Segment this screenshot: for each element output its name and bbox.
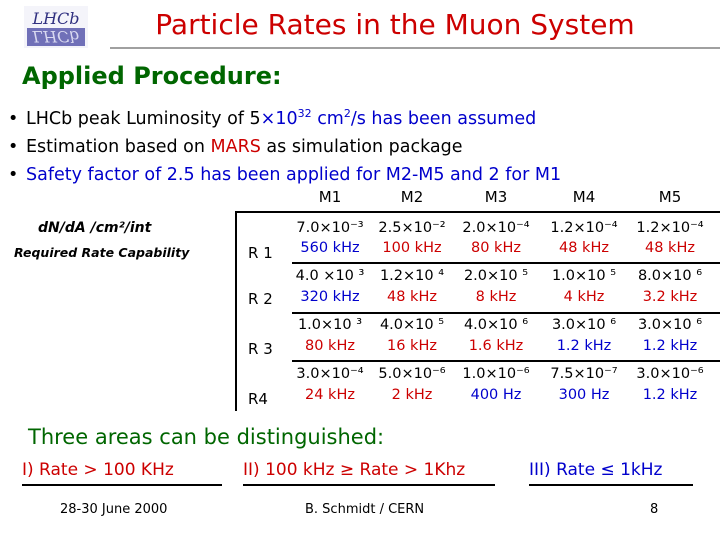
region-label: R 1 <box>248 244 273 262</box>
table-cell: 80 kHz <box>471 240 521 256</box>
areas-heading: Three areas can be distinguished: <box>28 425 385 449</box>
table-cell: 2 kHz <box>391 387 433 403</box>
footer-date: 28-30 June 2000 <box>60 502 168 517</box>
table-cell: 1.2×10⁻⁴ <box>550 220 618 236</box>
required-rate-label: Required Rate Capability <box>14 245 190 260</box>
bullet-tail: /s has been assumed <box>350 108 537 129</box>
mars-highlight: MARS <box>210 136 261 157</box>
column-header: M2 <box>400 188 424 206</box>
table-cell: 2.5×10⁻² <box>378 220 446 236</box>
title-rule <box>110 47 720 49</box>
class-underline <box>22 484 222 486</box>
power-base: 10 <box>275 108 298 129</box>
bullet-text: Safety factor of 2.5 has been applied fo… <box>26 164 562 185</box>
unit-exponent: 2 <box>343 107 351 120</box>
table-cell: 1.2 kHz <box>642 387 698 403</box>
luminosity-value: ×1032 <box>260 107 312 129</box>
bullet-mars: • Estimation based on MARS as simulation … <box>8 133 561 161</box>
lhcb-logo: LHCb LHCb <box>24 6 88 48</box>
bullet-dot: • <box>8 136 19 157</box>
bullet-tail: as simulation package <box>260 136 463 157</box>
column-header: M3 <box>484 188 508 206</box>
table-cell: 7.0×10⁻³ <box>296 220 364 236</box>
rate-class-medium: II) 100 kHz ≥ Rate > 1Khz <box>243 460 466 480</box>
table-cell: 4.0×10 ⁶ <box>463 317 529 333</box>
bullet-text: Estimation based on <box>26 136 211 157</box>
table-cell: 300 Hz <box>558 387 610 403</box>
bullet-list: • LHCb peak Luminosity of 5×1032 cm2/s ha… <box>8 100 561 189</box>
table-cell: 48 kHz <box>387 289 437 305</box>
table-cell: 7.5×10⁻⁷ <box>550 366 618 382</box>
region-label: R 2 <box>248 290 273 308</box>
table-cell: 2.0×10⁻⁴ <box>462 220 530 236</box>
table-cell: 1.6 kHz <box>468 338 524 354</box>
table-cell: 80 kHz <box>305 338 355 354</box>
column-header: M5 <box>658 188 682 206</box>
table-cell: 560 kHz <box>300 240 360 256</box>
exponent: 32 <box>297 107 312 120</box>
table-cell: 100 kHz <box>382 240 442 256</box>
table-cell: 2.0×10 ⁵ <box>463 268 529 284</box>
table-cell: 3.0×10 ⁶ <box>637 317 703 333</box>
column-header: M1 <box>318 188 342 206</box>
table-cell: 1.0×10⁻⁶ <box>462 366 530 382</box>
table-cell: 3.0×10⁻⁴ <box>296 366 364 382</box>
table-cell: 1.2×10 ⁴ <box>379 268 445 284</box>
table-cell: 3.0×10⁻⁶ <box>636 366 704 382</box>
table-cell: 16 kHz <box>387 338 437 354</box>
logo-text: LHCb <box>31 9 79 28</box>
logo-mirror-text: LHCb <box>31 27 79 46</box>
table-cell: 8.0×10 ⁶ <box>637 268 703 284</box>
table-cell: 1.2 kHz <box>556 338 612 354</box>
class-underline <box>529 484 693 486</box>
bullet-text: LHCb peak Luminosity of 5 <box>26 108 261 129</box>
procedure-heading: Applied Procedure: <box>22 62 282 90</box>
table-cell: 4.0 ×10 ³ <box>295 268 365 284</box>
unit-text: cm <box>311 108 344 129</box>
table-cell: 4 kHz <box>563 289 605 305</box>
region-label: R4 <box>248 390 268 408</box>
page-number: 8 <box>650 502 659 517</box>
table-cell: 5.0×10⁻⁶ <box>378 366 446 382</box>
bullet-safety: • Safety factor of 2.5 has been applied f… <box>8 161 561 189</box>
table-top-rule <box>235 211 720 213</box>
table-cell: 1.0×10 ³ <box>297 317 363 333</box>
bullet-luminosity: • LHCb peak Luminosity of 5×1032 cm2/s ha… <box>8 100 561 133</box>
row-separator <box>292 312 720 314</box>
row-separator <box>292 360 720 362</box>
table-cell: 1.0×10 ⁵ <box>551 268 617 284</box>
footer-author: B. Schmidt / CERN <box>305 502 425 517</box>
bullet-dot: • <box>8 164 19 185</box>
page-title: Particle Rates in the Muon System <box>155 8 635 41</box>
table-cell: 8 kHz <box>475 289 517 305</box>
table-left-rule <box>235 211 237 411</box>
rate-class-high: I) Rate > 100 KHz <box>22 460 174 480</box>
times-sign: × <box>260 108 276 129</box>
table-cell: 1.2×10⁻⁴ <box>636 220 704 236</box>
table-cell: 1.2 kHz <box>642 338 698 354</box>
column-header: M4 <box>572 188 596 206</box>
class-underline <box>243 484 495 486</box>
row-separator <box>292 262 720 264</box>
table-cell: 48 kHz <box>645 240 695 256</box>
table-cell: 48 kHz <box>559 240 609 256</box>
table-cell: 3.0×10 ⁶ <box>551 317 617 333</box>
rate-class-low: III) Rate ≤ 1kHz <box>529 460 663 480</box>
table-cell: 400 Hz <box>470 387 522 403</box>
region-label: R 3 <box>248 340 273 358</box>
table-cell: 4.0×10 ⁵ <box>379 317 445 333</box>
dnda-label: dN/dA /cm²/int <box>38 220 152 236</box>
table-cell: 24 kHz <box>305 387 355 403</box>
table-cell: 320 kHz <box>300 289 360 305</box>
bullet-dot: • <box>8 108 19 129</box>
table-cell: 3.2 kHz <box>642 289 698 305</box>
